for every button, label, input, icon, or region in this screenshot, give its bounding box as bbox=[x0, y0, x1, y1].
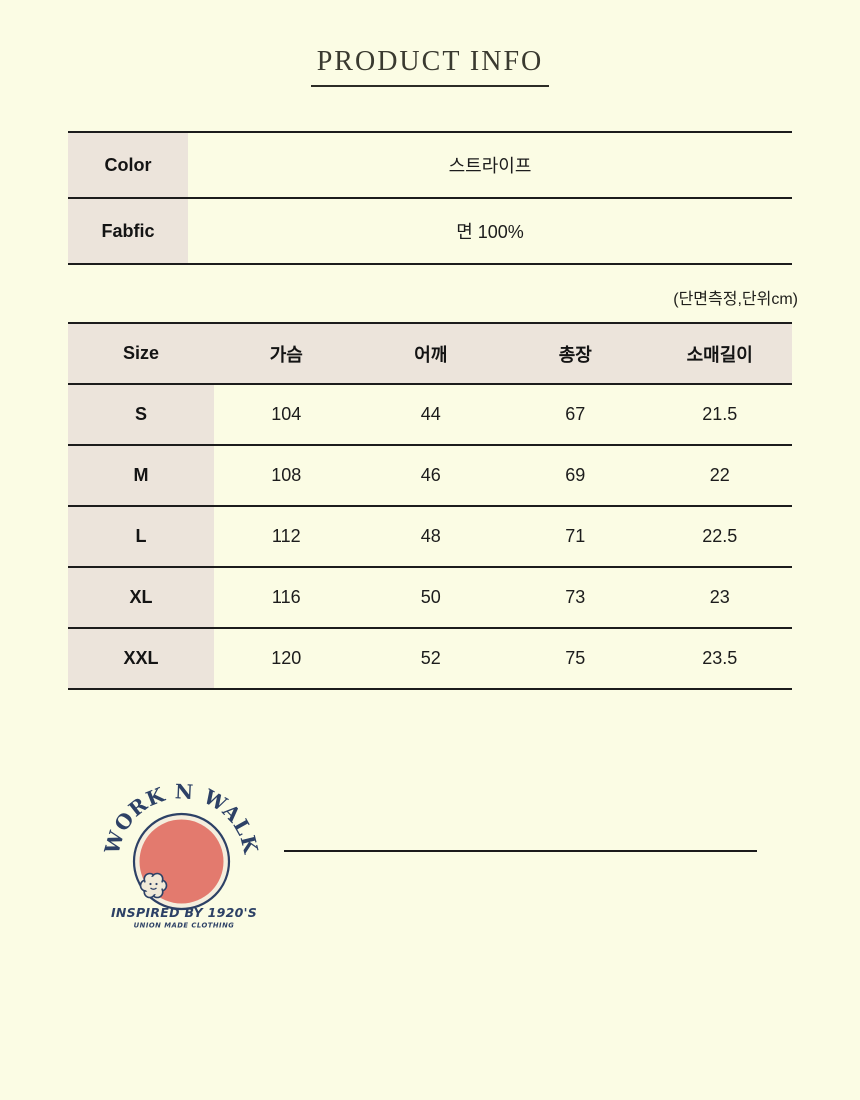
size-table-header-row: Size 가슴 어깨 총장 소매길이 bbox=[68, 324, 792, 385]
value-cell: 46 bbox=[420, 465, 441, 485]
info-label-color: Color bbox=[68, 133, 188, 197]
flower-badge-icon bbox=[139, 872, 168, 899]
value-cell: 22.5 bbox=[702, 526, 738, 546]
table-row: Color 스트라이프 bbox=[68, 133, 792, 199]
value-cell: 116 bbox=[271, 587, 301, 607]
value-cell: 44 bbox=[420, 404, 441, 424]
value-cell: 120 bbox=[271, 648, 302, 668]
measure-note: (단면측정,단위cm) bbox=[673, 291, 798, 308]
column-header-sleeve: 소매길이 bbox=[686, 344, 753, 365]
size-table: Size 가슴 어깨 총장 소매길이 S 104 44 67 21.5 M 10… bbox=[68, 322, 792, 690]
column-header-chest: 가슴 bbox=[269, 344, 303, 365]
table-row: XL 116 50 73 23 bbox=[68, 568, 792, 629]
info-label-fabric: Fabfic bbox=[68, 199, 188, 263]
size-cell: XL bbox=[68, 568, 214, 627]
value-cell: 69 bbox=[565, 465, 586, 485]
logo-tagline: INSPIRED BY 1920'S bbox=[111, 905, 257, 920]
table-row: XXL 120 52 75 23.5 bbox=[68, 629, 792, 690]
size-cell: S bbox=[68, 385, 214, 444]
brand-logo: WORK N WALK INSPIRED BY 1920'S UNION MAD… bbox=[100, 779, 262, 930]
column-header-shoulder: 어깨 bbox=[414, 344, 448, 365]
info-value-fabric: 면 100% bbox=[456, 222, 524, 242]
value-cell: 21.5 bbox=[702, 404, 738, 424]
column-header-size: Size bbox=[122, 343, 160, 363]
value-cell: 75 bbox=[565, 648, 586, 668]
value-cell: 48 bbox=[420, 526, 441, 546]
table-row: S 104 44 67 21.5 bbox=[68, 385, 792, 446]
info-value-color: 스트라이프 bbox=[448, 156, 532, 176]
divider-line bbox=[284, 850, 757, 852]
value-cell: 112 bbox=[271, 526, 301, 546]
value-cell: 67 bbox=[565, 404, 586, 424]
value-cell: 50 bbox=[420, 587, 441, 607]
value-cell: 73 bbox=[565, 587, 586, 607]
size-cell: L bbox=[68, 507, 214, 566]
value-cell: 52 bbox=[420, 648, 441, 668]
column-header-length: 총장 bbox=[558, 344, 592, 365]
title-container: PRODUCT INFO bbox=[0, 46, 860, 87]
table-row: Fabfic 면 100% bbox=[68, 199, 792, 265]
size-cell: M bbox=[68, 446, 214, 505]
value-cell: 108 bbox=[271, 465, 302, 485]
value-cell: 22 bbox=[709, 465, 730, 485]
value-cell: 71 bbox=[565, 526, 586, 546]
value-cell: 104 bbox=[271, 404, 302, 424]
size-cell: XXL bbox=[68, 629, 214, 688]
info-table: Color 스트라이프 Fabfic 면 100% bbox=[68, 131, 792, 265]
value-cell: 23 bbox=[709, 587, 730, 607]
table-row: M 108 46 69 22 bbox=[68, 446, 792, 507]
logo-subline: UNION MADE CLOTHING bbox=[134, 922, 235, 930]
value-cell: 23.5 bbox=[702, 648, 738, 668]
table-row: L 112 48 71 22.5 bbox=[68, 507, 792, 568]
page-title: PRODUCT INFO bbox=[310, 46, 550, 87]
